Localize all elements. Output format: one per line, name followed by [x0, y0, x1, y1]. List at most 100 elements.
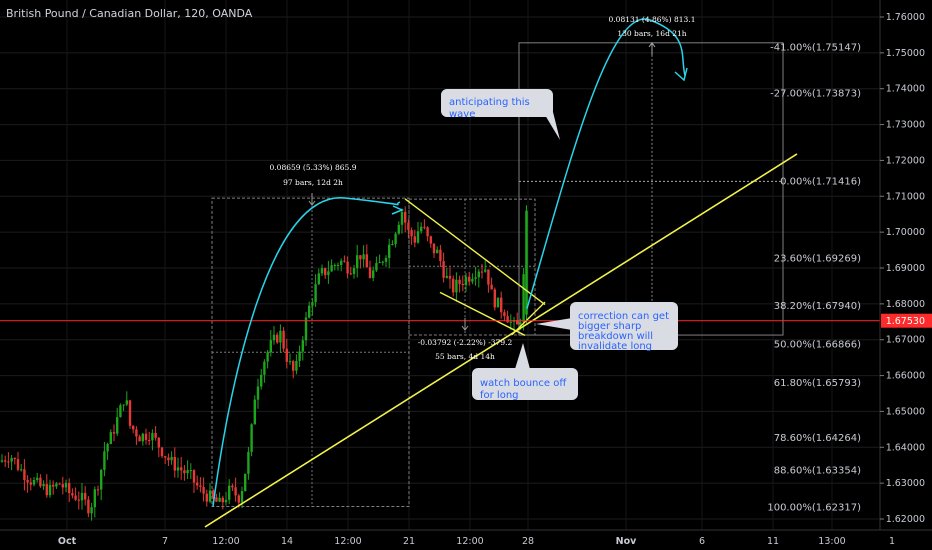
candle-body	[221, 497, 224, 503]
candle-body	[477, 271, 480, 278]
callout-bounce-text: watch bounce off for long	[480, 378, 567, 401]
time-tick-label: 12:00	[212, 536, 239, 547]
candle-body	[48, 484, 52, 496]
candle-body	[29, 482, 32, 485]
candle-body	[346, 261, 349, 274]
candle-body	[352, 268, 356, 274]
candle-body	[244, 473, 247, 492]
candle-body	[106, 444, 109, 452]
candle-body	[7, 461, 10, 463]
candle-body	[141, 433, 144, 442]
candle-body	[180, 467, 183, 471]
candle-body	[400, 211, 404, 225]
candle-body	[170, 456, 173, 461]
candle-body	[160, 447, 164, 457]
price-tick-label: 1.75000	[886, 48, 925, 59]
candle-body	[23, 469, 26, 480]
candle-body	[343, 260, 346, 262]
candle-body	[461, 283, 464, 286]
candle-body	[452, 278, 455, 293]
candle-body	[173, 456, 176, 471]
time-tick-label: 7	[162, 536, 168, 547]
candle-body	[407, 222, 410, 231]
candle-body	[292, 361, 295, 371]
fib-level-label: 88.60%(1.63354)	[774, 465, 861, 476]
measurement-labels: 0.08659 (5.33%) 865.9 97 bars, 12d 2h -0.0…	[270, 15, 696, 361]
price-tick-label: 1.69000	[886, 263, 925, 274]
price-tick-label: 1.62000	[886, 514, 925, 525]
candle-body	[231, 485, 234, 488]
candle-body	[378, 262, 381, 264]
candle-body	[311, 302, 314, 306]
price-tick-label: 1.72000	[886, 155, 925, 166]
candle-body	[218, 497, 221, 502]
fib-levels: -41.00%(1.75147) -27.00%(1.73873) 0.00%(1.…	[767, 43, 861, 514]
candle-body	[93, 489, 96, 508]
candle-body	[442, 261, 445, 278]
price-tick-label: 1.64000	[886, 442, 925, 453]
callout-correction-tail	[536, 318, 572, 330]
candle-body	[314, 284, 317, 303]
wedge-lower-ext	[511, 301, 546, 336]
candle-body	[381, 261, 384, 263]
candle-body	[256, 386, 260, 400]
time-tick-label: 11	[767, 536, 779, 547]
candle-body	[298, 351, 301, 361]
candle-body	[96, 489, 100, 491]
candle-body	[340, 260, 343, 266]
candle-body	[228, 485, 231, 500]
candle-body	[80, 492, 84, 501]
candle-body	[212, 490, 215, 498]
candle-body	[122, 404, 125, 406]
measurement-bars: 130 bars, 16d 21h	[617, 29, 686, 38]
candle-body	[266, 352, 269, 362]
candle-body	[20, 469, 23, 471]
candle-body	[448, 275, 452, 279]
candle-body	[186, 470, 189, 474]
candle-body	[260, 374, 263, 387]
candle-body	[42, 484, 45, 487]
fib-level-label: 23.60%(1.69269)	[774, 253, 861, 264]
candle-body	[416, 231, 420, 243]
candle-body	[295, 360, 298, 371]
candle-body	[125, 400, 128, 405]
candle-body	[32, 479, 36, 485]
chart-drawings	[0, 18, 880, 528]
candle-body	[384, 257, 388, 262]
candle-body	[39, 477, 42, 487]
time-tick-label: 12:00	[456, 536, 483, 547]
candle-body	[522, 274, 525, 323]
candle-body	[304, 317, 308, 341]
candle-body	[196, 482, 199, 486]
callout-anticipating-wave: anticipating this wave	[441, 89, 553, 120]
candle-body	[87, 499, 90, 514]
callout-wave-tail	[545, 112, 560, 140]
candle-body	[240, 491, 244, 503]
candle-body	[144, 433, 148, 440]
candle-body	[208, 490, 212, 502]
candle-body	[77, 499, 80, 501]
candle-body	[61, 484, 64, 488]
candle-body	[330, 265, 333, 272]
candle-body	[410, 230, 413, 237]
candle-body	[148, 439, 151, 441]
candle-body	[362, 254, 365, 260]
candle-body	[359, 255, 362, 260]
candle-body	[375, 262, 378, 271]
candle-body	[426, 227, 429, 237]
time-tick-label: 21	[403, 536, 415, 547]
measurement-bars: 55 bars, 4d 14h	[435, 352, 495, 361]
time-tick-label: Oct	[58, 536, 77, 547]
candle-body	[157, 437, 160, 448]
candle-body	[276, 334, 279, 343]
candle-body	[247, 451, 250, 474]
candle-body	[445, 275, 448, 278]
candle-body	[506, 316, 509, 323]
candle-body	[288, 361, 292, 363]
candle-body	[64, 483, 68, 488]
price-tick-label: 1.67000	[886, 335, 925, 346]
current-price-badge	[881, 313, 932, 328]
candle-body	[487, 269, 490, 285]
price-axis-bg	[880, 0, 932, 530]
